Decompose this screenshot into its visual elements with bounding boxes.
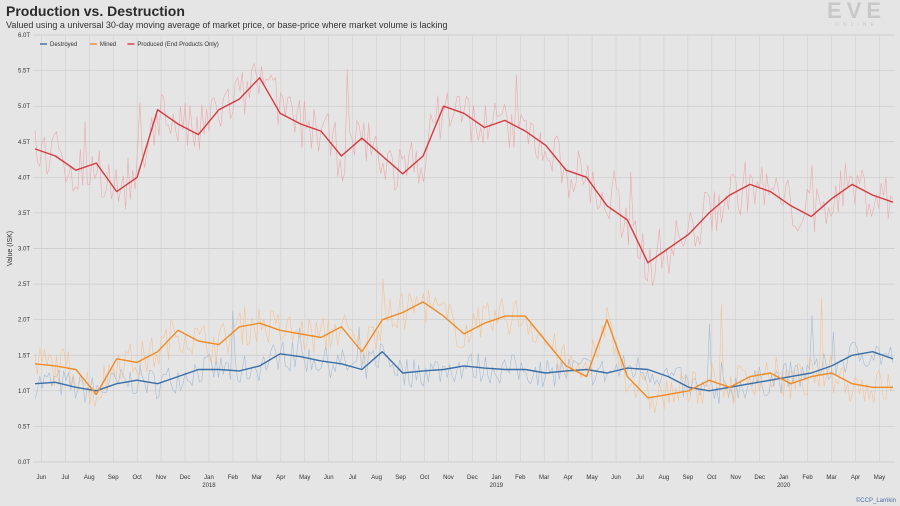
series-line (34, 76, 894, 264)
y-tick-label: 4.0T (18, 175, 30, 181)
x-tick-label: Apr (563, 475, 572, 481)
y-tick-label: 2.0T (18, 318, 30, 324)
x-tick-label: May (299, 475, 310, 481)
x-tick-label: Mar (252, 475, 262, 481)
x-tick-label: Jan (204, 475, 214, 481)
x-tick-label: Sep (683, 475, 694, 481)
y-tick-label: 2.5T (18, 282, 30, 288)
x-tick-label: Jan (491, 475, 501, 481)
y-tick-label: 1.5T (18, 353, 30, 359)
x-tick-label: Oct (132, 475, 142, 481)
x-tick-label: Nov (443, 475, 454, 481)
x-tick-label: May (586, 475, 597, 481)
y-tick-label: 0.0T (18, 460, 30, 466)
y-tick-label: 5.5T (18, 69, 30, 75)
year-label: 2018 (202, 483, 216, 489)
y-axis-label: Value (ISK) (7, 231, 14, 266)
x-tick-label: Jul (61, 475, 69, 481)
legend-label: Destroyed (50, 42, 77, 48)
year-label: 2020 (777, 483, 791, 489)
y-tick-label: 6.0T (18, 33, 30, 39)
y-tick-label: 4.5T (18, 140, 30, 146)
x-tick-label: Aug (659, 475, 670, 481)
x-tick-label: Mar (826, 475, 836, 481)
y-tick-label: 3.0T (18, 247, 30, 253)
x-tick-label: Apr (276, 475, 285, 481)
x-tick-label: Jan (779, 475, 789, 481)
x-tick-label: Aug (371, 475, 382, 481)
x-tick-label: Jul (349, 475, 357, 481)
x-tick-label: Nov (730, 475, 741, 481)
x-tick-label: Feb (228, 475, 239, 481)
x-tick-label: Aug (84, 475, 95, 481)
x-tick-label: Feb (802, 475, 813, 481)
x-tick-label: Dec (754, 475, 765, 481)
eve-online-logo: EVE ONLINE (827, 0, 886, 28)
chart-title: Production vs. Destruction (6, 3, 185, 19)
legend-label: Mined (100, 42, 116, 48)
series-raw-line (34, 62, 894, 286)
x-tick-label: Oct (420, 475, 430, 481)
x-tick-label: Jun (324, 475, 334, 481)
y-tick-label: 5.0T (18, 104, 30, 110)
x-tick-label: Mar (539, 475, 549, 481)
x-tick-label: Jun (611, 475, 621, 481)
legend-label: Produced (End Products Only) (137, 42, 218, 48)
x-tick-label: May (874, 475, 885, 481)
year-label: 2019 (490, 483, 504, 489)
y-tick-label: 0.5T (18, 424, 30, 430)
x-tick-label: Feb (515, 475, 526, 481)
credit-label: ©CCP_Larrikin (855, 498, 896, 504)
x-tick-label: Sep (395, 475, 406, 481)
x-tick-label: Oct (707, 475, 717, 481)
x-tick-label: Sep (108, 475, 119, 481)
x-tick-label: Jul (636, 475, 644, 481)
x-tick-label: Apr (851, 475, 860, 481)
y-tick-label: 3.5T (18, 211, 30, 217)
logo-subtext: ONLINE (835, 22, 878, 28)
x-tick-label: Nov (156, 475, 167, 481)
chart-subtitle: Valued using a universal 30-day moving a… (6, 20, 448, 30)
series-line (34, 301, 893, 399)
x-tick-label: Jun (37, 475, 47, 481)
logo-text: EVE (826, 0, 886, 23)
x-tick-label: Dec (180, 475, 191, 481)
series-line (34, 351, 894, 392)
y-tick-label: 1.0T (18, 389, 30, 395)
x-tick-label: Dec (467, 475, 478, 481)
